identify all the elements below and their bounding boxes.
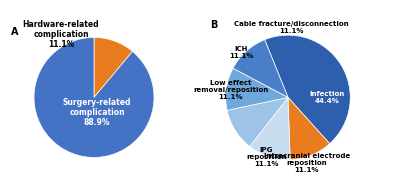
Text: IPG
reposition
11.1%: IPG reposition 11.1% — [246, 146, 286, 167]
Wedge shape — [226, 68, 288, 110]
Text: Infection
44.4%: Infection 44.4% — [309, 91, 344, 104]
Wedge shape — [227, 97, 288, 146]
Wedge shape — [250, 97, 290, 160]
Text: ICH
11.1%: ICH 11.1% — [229, 46, 254, 59]
Wedge shape — [265, 35, 350, 144]
Text: B: B — [210, 20, 218, 30]
Wedge shape — [34, 37, 154, 157]
Text: Intracranial electrode
reposition
11.1%: Intracranial electrode reposition 11.1% — [264, 153, 350, 173]
Text: Cable fracture/disconnection
11.1%: Cable fracture/disconnection 11.1% — [234, 21, 348, 34]
Wedge shape — [288, 97, 330, 160]
Text: Surgery-related
complication
88.9%: Surgery-related complication 88.9% — [63, 98, 131, 127]
Wedge shape — [233, 40, 288, 97]
Text: Hardware-related
complication
11.1%: Hardware-related complication 11.1% — [23, 19, 99, 49]
Text: A: A — [11, 27, 19, 37]
Wedge shape — [94, 37, 132, 97]
Text: Low effect
removal/reposition
11.1%: Low effect removal/reposition 11.1% — [193, 80, 268, 100]
